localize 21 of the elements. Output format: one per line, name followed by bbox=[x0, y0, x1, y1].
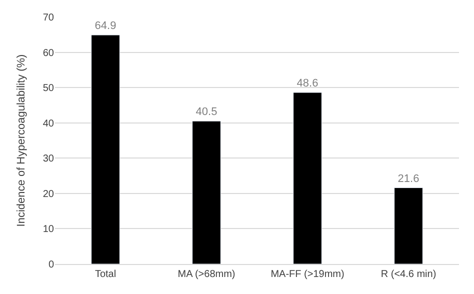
y-tick-label: 0 bbox=[48, 260, 54, 270]
data-label: 21.6 bbox=[398, 172, 420, 185]
x-tick-label: MA (>68mm) bbox=[178, 269, 236, 280]
x-tick-label: Total bbox=[94, 269, 116, 280]
data-label: 48.6 bbox=[296, 78, 318, 90]
y-tick-label: 30 bbox=[42, 154, 54, 165]
y-tick-label: 10 bbox=[42, 224, 54, 236]
y-tick-label: 70 bbox=[42, 12, 54, 24]
y-axis-title: Incidence of Hypercoagulability (%) bbox=[16, 54, 28, 227]
data-label: 40.5 bbox=[196, 106, 218, 118]
x-tick-label: R (<4.6 min) bbox=[380, 269, 436, 280]
data-label: 64.9 bbox=[94, 20, 116, 32]
y-tick-label: 40 bbox=[42, 118, 54, 130]
bar bbox=[394, 188, 423, 264]
bar bbox=[192, 120, 221, 264]
y-tick-label: 60 bbox=[42, 48, 54, 59]
bar bbox=[293, 92, 322, 264]
x-tick-label: MA-FF (>19mm) bbox=[270, 269, 344, 280]
y-tick-label: 50 bbox=[42, 83, 54, 94]
y-tick-label: 20 bbox=[42, 188, 54, 200]
bar bbox=[91, 34, 120, 264]
